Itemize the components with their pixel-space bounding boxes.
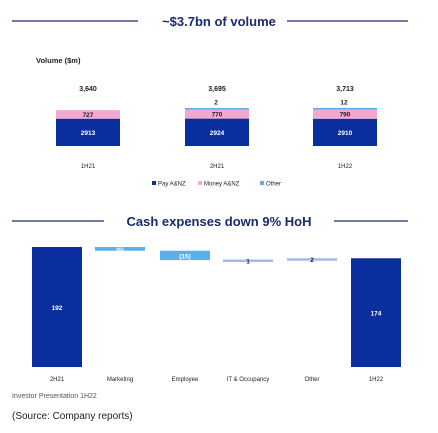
bar-segment-pay-a-nz [56,118,120,146]
bar-value-label: 790 [340,112,351,119]
x-tick-label: IT & Occupancy [227,377,270,383]
waterfall-value-label: (6) [116,247,124,254]
waterfall-bar [223,259,273,262]
waterfall-bar [351,258,401,367]
bar-value-label: 727 [83,112,94,119]
bar-segment-money-a-nz [56,110,120,119]
x-tick-label: Other [304,377,319,383]
bar-total-label: 3,713 [336,86,354,93]
volume-stacked-bar-chart: 2913 727 3,640 1H21 2924 770 2 3,695 2H21 2910 790… [56,86,377,170]
waterfall-value-label: 174 [371,311,382,318]
bar-segment-pay-a-nz [185,118,249,146]
bar-segment-money-a-nz [313,109,377,119]
expenses-chart-title: Cash expenses down 9% HoH [127,214,312,229]
waterfall-value-label: 1 [246,258,250,265]
x-tick-label: 1H21 [81,164,96,170]
bar-value-label: 2924 [210,130,225,137]
volume-y-axis-label: Volume ($m) [36,56,81,65]
waterfall-bar [32,247,82,367]
source-caption: (Source: Company reports) [12,411,133,422]
waterfall-bar [95,247,145,251]
waterfall-bar [160,250,210,261]
legend-swatch [198,181,202,185]
x-tick-label: 1H22 [369,377,384,383]
bar-value-label: 2913 [81,130,96,137]
waterfall-value-label: 2 [310,257,314,264]
legend-swatch [152,181,156,185]
expenses-waterfall-chart: 192 2H21 (6) Marketing (15) Employee 1 IT & Occ… [32,247,401,383]
legend-label: Money A&NZ [204,182,240,188]
volume-chart-title: ~$3.7bn of volume [162,14,276,29]
bar-segment-other [185,107,249,110]
waterfall-value-label: 192 [52,305,63,312]
bar-segment-pay-a-nz [313,118,377,146]
x-tick-label: 1H22 [338,164,353,170]
presentation-caption: Investor Presentation 1H22 [12,393,97,400]
bar-value-label: 2910 [338,130,353,137]
legend-label: Other [266,182,281,188]
waterfall-value-label: (15) [179,253,191,260]
x-tick-label: Employee [172,377,199,383]
legend-label: Pay A&NZ [158,182,186,188]
bar-value-label: 12 [340,99,348,106]
bar-total-label: 3,695 [208,86,226,93]
bar-segment-money-a-nz [185,109,249,119]
bar-total-label: 3,640 [79,86,97,93]
waterfall-bar [287,258,337,261]
x-tick-label: Marketing [107,377,133,383]
bar-value-label: 770 [212,112,223,119]
bar-segment-other [313,107,377,110]
bar-value-label: 2 [214,99,218,106]
x-tick-label: 2H21 [50,377,65,383]
x-tick-label: 2H21 [210,164,225,170]
legend-swatch [260,181,264,185]
volume-legend: Pay A&NZ Money A&NZ Other [152,181,281,188]
